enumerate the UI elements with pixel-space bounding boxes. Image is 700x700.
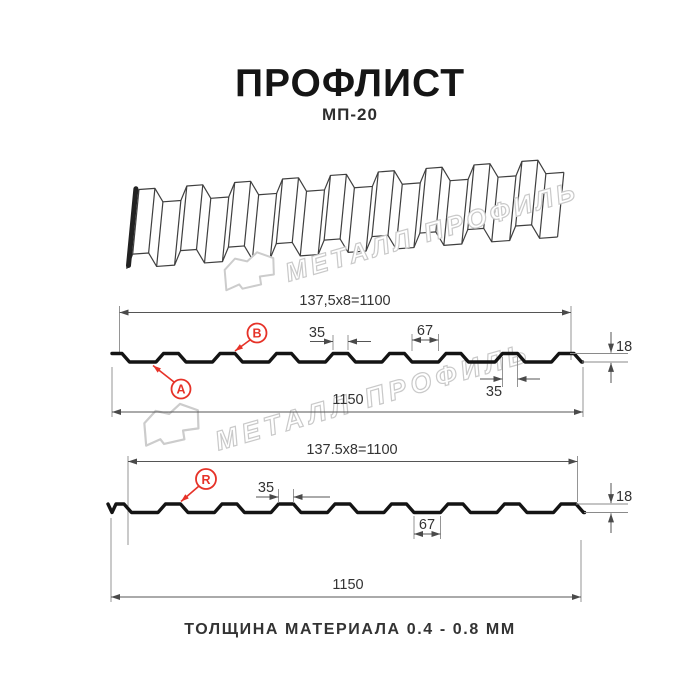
dim-rib-width-bottom-section: 35 [258,480,274,496]
profile-outline-top [110,351,585,364]
page-title: ПРОФЛИСТ [235,62,465,105]
cross-section-top: 137,5x8=1100 35 67 18 35 1150 [110,293,632,417]
callout-r-label: R [201,473,210,487]
watermark-text: МЕТАЛЛ ПРОФИЛЬ [282,175,582,287]
material-thickness-note: ТОЛЩИНА МАТЕРИАЛА 0.4 - 0.8 ММ [184,621,516,638]
callout-b-label: B [252,327,261,341]
callout-a-label: A [176,383,185,397]
dim-rib-width-top: 35 [309,325,325,341]
callout-b: B [234,322,268,352]
dim-working-width-bottom: 137.5x8=1100 [306,442,397,458]
metall-profil-logo-icon [143,402,200,447]
cross-section-bottom: 137.5x8=1100 35 67 18 1150 R [106,442,632,602]
dim-valley-width-bottom: 67 [419,517,435,533]
dim-height-bottom: 18 [616,489,632,505]
callout-r: R [180,468,217,503]
dim-working-width-top: 137,5x8=1100 [299,293,390,309]
profile-3d-view [120,159,565,270]
dim-total-width-bottom: 1150 [332,577,363,593]
callout-a: A [152,364,192,400]
metall-profil-logo-icon [223,251,275,292]
sheet-left-cut-edge [125,186,139,268]
dim-valley-width-top: 67 [417,323,433,339]
profile-outline-bottom [106,502,587,515]
dim-rib-width-bottom-right: 35 [486,384,502,400]
sheet-right-cut-edge [556,172,565,238]
dim-height-top: 18 [616,339,632,355]
product-code: МП-20 [322,105,378,124]
dim-total-width-top: 1150 [332,392,363,408]
